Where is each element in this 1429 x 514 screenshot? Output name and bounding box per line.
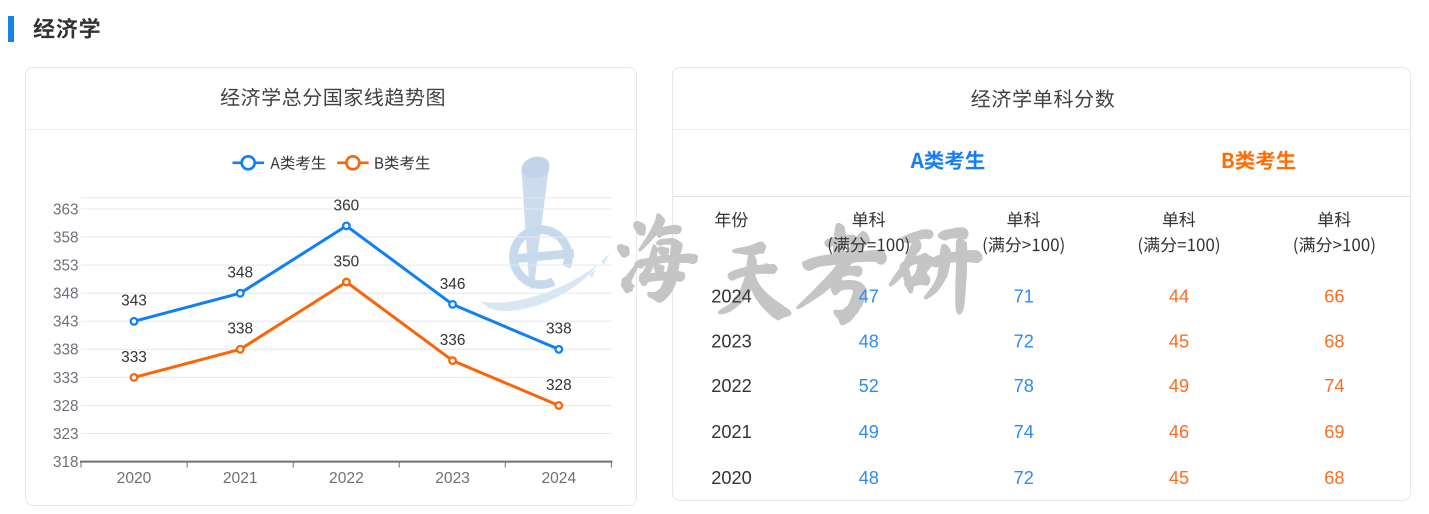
svg-text:72: 72	[1014, 331, 1034, 351]
svg-text:68: 68	[1324, 331, 1344, 351]
svg-text:49: 49	[859, 422, 879, 442]
svg-text:318: 318	[53, 454, 79, 471]
svg-text:45: 45	[1169, 331, 1189, 351]
svg-text:348: 348	[53, 286, 79, 303]
svg-text:66: 66	[1324, 286, 1344, 306]
svg-text:2020: 2020	[117, 470, 152, 487]
svg-text:358: 358	[53, 230, 79, 247]
svg-text:336: 336	[440, 332, 466, 349]
svg-text:343: 343	[53, 314, 79, 331]
svg-text:338: 338	[227, 321, 253, 338]
svg-text:2023: 2023	[435, 470, 470, 487]
svg-text:323: 323	[53, 426, 79, 443]
svg-text:72: 72	[1014, 468, 1034, 488]
svg-text:360: 360	[334, 197, 360, 214]
svg-text:78: 78	[1014, 376, 1034, 396]
svg-text:2023: 2023	[711, 331, 751, 351]
svg-text:2022: 2022	[711, 376, 751, 396]
svg-text:350: 350	[334, 253, 360, 270]
svg-text:2021: 2021	[223, 470, 258, 487]
svg-text:46: 46	[1169, 422, 1189, 442]
svg-text:346: 346	[440, 276, 466, 293]
svg-text:49: 49	[1169, 376, 1189, 396]
svg-text:333: 333	[53, 370, 79, 387]
svg-text:69: 69	[1324, 422, 1344, 442]
svg-text:74: 74	[1324, 376, 1344, 396]
svg-text:2020: 2020	[711, 468, 751, 488]
svg-text:2024: 2024	[541, 470, 576, 487]
svg-text:338: 338	[53, 342, 79, 359]
svg-text:74: 74	[1014, 422, 1034, 442]
svg-text:333: 333	[121, 349, 147, 366]
svg-text:2024: 2024	[711, 286, 751, 306]
svg-text:328: 328	[53, 398, 79, 415]
svg-text:44: 44	[1169, 286, 1189, 306]
svg-text:328: 328	[546, 377, 572, 394]
svg-text:338: 338	[546, 321, 572, 338]
svg-text:48: 48	[859, 468, 879, 488]
svg-text:52: 52	[859, 376, 879, 396]
svg-text:71: 71	[1014, 286, 1034, 306]
svg-text:2022: 2022	[329, 470, 364, 487]
svg-text:2021: 2021	[711, 422, 751, 442]
svg-text:68: 68	[1324, 468, 1344, 488]
svg-text:348: 348	[227, 265, 253, 282]
svg-text:47: 47	[859, 286, 879, 306]
svg-text:48: 48	[859, 331, 879, 351]
svg-text:45: 45	[1169, 468, 1189, 488]
svg-text:353: 353	[53, 258, 79, 275]
svg-text:343: 343	[121, 293, 147, 310]
svg-text:363: 363	[53, 201, 79, 218]
